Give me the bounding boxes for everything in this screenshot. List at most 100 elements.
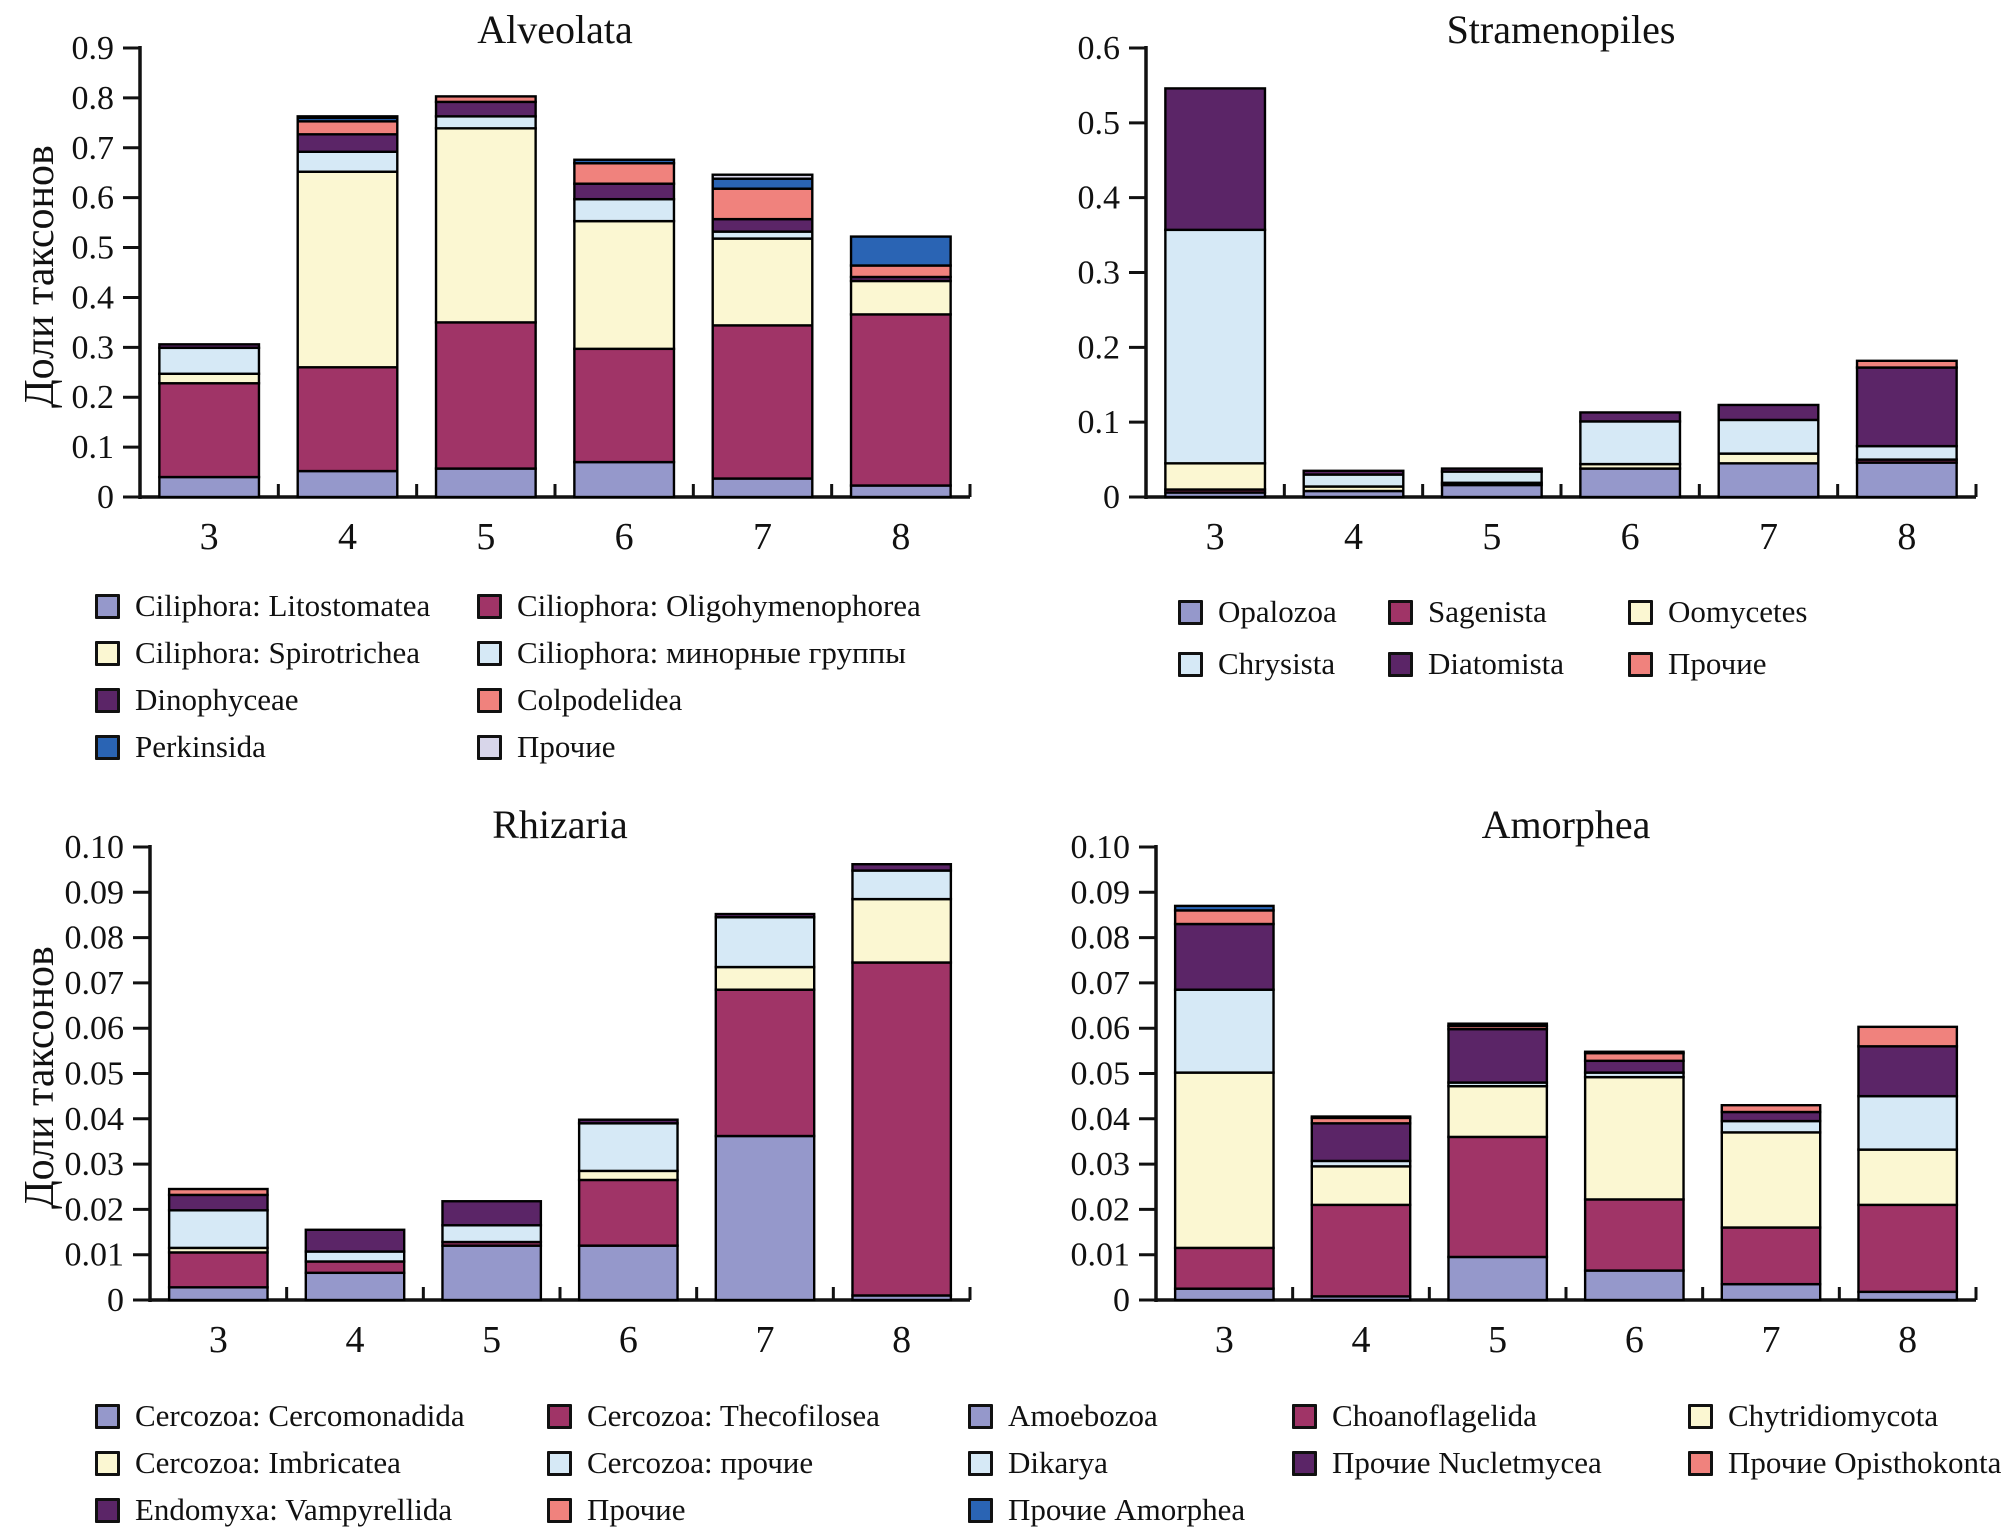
x-tick-label: 5 <box>1482 516 1501 558</box>
bar-segment <box>434 95 537 104</box>
legend-label: Chytridiomycota <box>1728 1398 1939 1433</box>
bar-segment <box>1173 909 1275 926</box>
bar-segment <box>1583 1059 1685 1074</box>
legend-swatch <box>477 734 502 760</box>
legend-item: Choanoflagelida <box>1292 1398 1688 1434</box>
x-tick-label: 3 <box>209 1319 228 1361</box>
bar-segment <box>714 916 816 969</box>
x-tick-label: 8 <box>891 516 910 558</box>
bar-segment <box>158 382 261 479</box>
bar-segment <box>1173 988 1275 1074</box>
bar-segment <box>1583 1269 1685 1302</box>
bar-segment <box>1720 1104 1822 1114</box>
legend-label: Chrysista <box>1218 646 1336 681</box>
bar-segment <box>1440 467 1543 473</box>
legend-label: Opalozoa <box>1218 594 1337 629</box>
legend-swatch <box>1688 1403 1713 1429</box>
bar-segment <box>851 897 953 964</box>
y-tick-label: 0.05 <box>65 1056 125 1093</box>
bar-segment <box>434 100 537 118</box>
legend-item: Ciliphora: Spirotrichea <box>95 635 477 671</box>
legend-item: Opalozoa <box>1178 594 1388 630</box>
x-tick-label: 6 <box>619 1319 638 1361</box>
legend-swatch <box>95 1497 120 1523</box>
y-tick-label: 0.3 <box>1078 255 1121 292</box>
bar-segment <box>158 346 261 375</box>
bar-segment <box>714 912 816 919</box>
legend-item: Oomycetes <box>1628 594 1807 630</box>
y-tick-label: 0.3 <box>72 329 115 366</box>
legend-label: Endomyxa: Vampyrellida <box>135 1492 453 1527</box>
y-tick-label: 0.06 <box>1071 1010 1131 1047</box>
legend-label: Cercozoa: Imbricatea <box>135 1445 401 1480</box>
legend-item: Cercozoa: Imbricatea <box>95 1445 547 1481</box>
bar-segment <box>714 965 816 991</box>
y-tick-label: 0.5 <box>72 230 115 267</box>
bar-segment <box>1173 922 1275 991</box>
x-tick-label: 8 <box>892 1319 911 1361</box>
y-tick-label: 0.01 <box>65 1237 125 1274</box>
bar-segment <box>1302 469 1405 476</box>
y-tick-label: 0.07 <box>1071 965 1131 1002</box>
y-tick-label: 0.2 <box>1078 329 1121 366</box>
y-tick-label: 0.09 <box>65 874 125 911</box>
x-tick-label: 4 <box>338 516 357 558</box>
y-tick-label: 0.06 <box>65 1010 125 1047</box>
legend-item: Chytridiomycota <box>1688 1398 2001 1434</box>
legend-swatch <box>1628 599 1653 625</box>
bar-segment <box>1173 1287 1275 1302</box>
x-tick-label: 7 <box>753 516 772 558</box>
y-tick-label: 0.07 <box>65 965 125 1002</box>
bar-segment <box>167 1209 269 1250</box>
legend-swatch <box>477 640 502 666</box>
bar-segment <box>851 863 953 872</box>
y-tick-label: 0.6 <box>1078 30 1121 67</box>
y-tick-label: 0 <box>1113 1282 1130 1319</box>
legend-item: Прочие <box>547 1492 880 1528</box>
bar-segment <box>1447 1135 1549 1259</box>
bar-segment <box>1310 1115 1412 1120</box>
bar-segment <box>714 1134 816 1302</box>
legend-item: Прочие Amorphea <box>968 1492 1292 1528</box>
legend-swatch <box>95 734 120 760</box>
bar-segment <box>573 197 676 223</box>
legend-label: Colpodelidea <box>517 682 683 717</box>
legend-item: Cercozoa: прочие <box>547 1445 880 1481</box>
legend-swatch <box>1388 599 1413 625</box>
bar-segment <box>1173 1246 1275 1290</box>
legend-label: Sagenista <box>1428 594 1547 629</box>
bar-segment <box>1164 87 1267 232</box>
legend-item: Perkinsida <box>95 729 477 765</box>
bar-segment <box>1583 1050 1685 1055</box>
bar-segment <box>711 477 814 499</box>
y-tick-label: 0.5 <box>1078 105 1121 142</box>
legend-swatch <box>95 687 120 713</box>
bar-segment <box>711 237 814 327</box>
legend-label: Ciliophora: минорные группы <box>517 635 906 670</box>
chart-title-rhizaria: Rhizaria <box>492 802 628 847</box>
legend-item: Ciliphora: Litostomatea <box>95 588 477 624</box>
legend-label: Choanoflagelida <box>1332 1398 1537 1433</box>
x-tick-label: 6 <box>1625 1319 1644 1361</box>
chart-stramenopiles: 0 0.1 0.2 0.3 0.4 0.5 0.6 3 4 5 6 7 8 <box>1078 30 1978 558</box>
legend-label: Oomycetes <box>1668 594 1808 629</box>
panel-rhizaria: 0 0.01 0.02 0.03 0.04 0.05 0.06 0.07 0.08 0.09 0.1… <box>0 795 1005 1395</box>
legend-rhizaria: Cercozoa: Cercomonadida Cercozoa: Thecofi… <box>95 1398 880 1528</box>
legend-label: Прочие Opisthokonta <box>1728 1445 2002 1480</box>
bar-segment <box>304 1228 406 1253</box>
bar-segment <box>711 324 814 480</box>
bar-segment <box>1579 420 1682 466</box>
legend-swatch <box>1178 599 1203 625</box>
x-tick-label: 6 <box>615 516 634 558</box>
legend-item: Прочие <box>477 729 921 765</box>
legend-swatch <box>1292 1450 1317 1476</box>
bar-segment <box>158 372 261 385</box>
bar-segment <box>1302 473 1405 488</box>
legend-swatch <box>547 1403 572 1429</box>
legend-stramenopiles: Opalozoa Sagenista Oomycetes Chrysista Diato… <box>1178 594 1807 682</box>
bar-segment <box>296 150 399 173</box>
bar-segment <box>1855 359 1958 369</box>
bar-segment <box>434 467 537 499</box>
legend-item: Chrysista <box>1178 646 1388 682</box>
bar-segment <box>849 279 952 316</box>
